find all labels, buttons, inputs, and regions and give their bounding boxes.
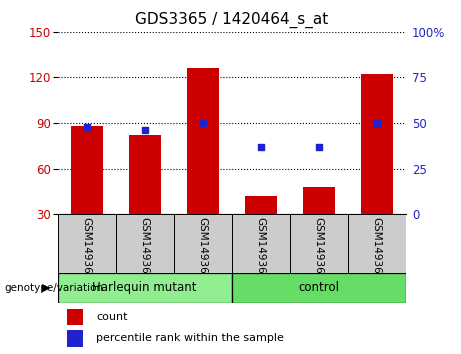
Point xyxy=(199,120,207,126)
Bar xyxy=(187,68,219,214)
Bar xyxy=(67,330,83,347)
Bar xyxy=(58,214,116,273)
Bar xyxy=(67,309,83,325)
Bar xyxy=(231,273,406,303)
Text: GSM149362: GSM149362 xyxy=(198,217,207,280)
Bar xyxy=(290,214,348,273)
Title: GDS3365 / 1420464_s_at: GDS3365 / 1420464_s_at xyxy=(135,12,328,28)
Text: GSM149361: GSM149361 xyxy=(140,217,150,280)
Point xyxy=(83,124,90,130)
Text: control: control xyxy=(298,281,339,294)
Point xyxy=(257,144,264,149)
Bar xyxy=(174,214,231,273)
Text: ▶: ▶ xyxy=(42,282,51,293)
Bar xyxy=(303,187,335,214)
Bar xyxy=(245,196,277,214)
Point xyxy=(315,144,322,149)
Text: GSM149365: GSM149365 xyxy=(372,217,382,280)
Text: GSM149364: GSM149364 xyxy=(313,217,324,280)
Bar xyxy=(71,126,103,214)
Text: percentile rank within the sample: percentile rank within the sample xyxy=(96,333,284,343)
Point xyxy=(373,120,380,126)
Text: Harlequin mutant: Harlequin mutant xyxy=(92,281,197,294)
Bar xyxy=(348,214,406,273)
Bar xyxy=(231,214,290,273)
Text: genotype/variation: genotype/variation xyxy=(5,282,104,293)
Text: GSM149363: GSM149363 xyxy=(256,217,266,280)
Text: GSM149360: GSM149360 xyxy=(82,217,92,280)
Point xyxy=(141,127,148,133)
Bar xyxy=(116,214,174,273)
Text: count: count xyxy=(96,312,128,322)
Bar xyxy=(129,135,160,214)
Bar xyxy=(361,74,393,214)
Bar xyxy=(58,273,231,303)
